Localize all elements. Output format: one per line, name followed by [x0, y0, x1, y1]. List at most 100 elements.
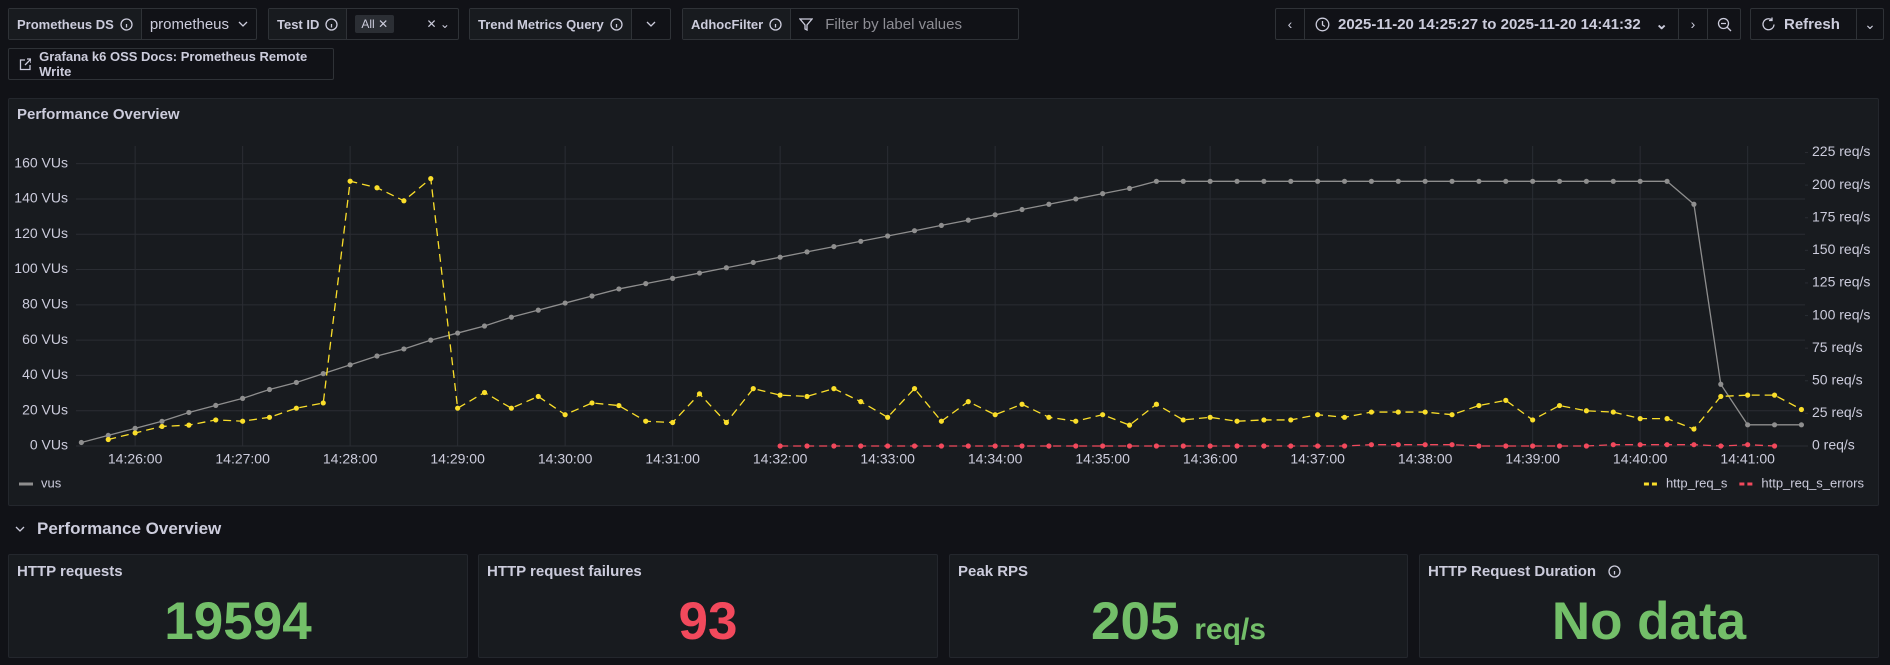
data-point	[1126, 185, 1133, 191]
data-point	[213, 402, 219, 409]
stat-panel: HTTP Request Duration No data	[1419, 554, 1879, 658]
data-point	[1771, 392, 1778, 398]
data-point	[1019, 401, 1025, 407]
zoom-out[interactable]	[1708, 9, 1740, 39]
docs-link[interactable]: Grafana k6 OSS Docs: Prometheus Remote W…	[8, 48, 334, 80]
data-point	[1341, 178, 1348, 184]
variable-label: Prometheus DS	[9, 9, 142, 39]
data-point	[1153, 178, 1160, 184]
data-point	[1341, 443, 1348, 449]
adhoc-filter[interactable]: AdhocFilter Filter by label values	[682, 8, 1019, 40]
data-point	[266, 386, 273, 393]
chip[interactable]: All ✕	[355, 15, 395, 33]
data-point	[1153, 443, 1160, 449]
data-point	[1019, 443, 1025, 449]
time-back[interactable]: ‹	[1276, 9, 1305, 39]
value: prometheus	[149, 15, 230, 33]
data-point	[1261, 443, 1267, 449]
data-point	[1664, 416, 1670, 422]
stat-value-wrap: 205 req/s	[950, 591, 1407, 652]
data-point	[1261, 417, 1267, 423]
filter-input[interactable]: Filter by label values	[791, 9, 1018, 39]
data-point	[831, 386, 837, 392]
x-tick-label: 14:36:00	[1183, 451, 1238, 467]
variable-trend-metrics[interactable]: Trend Metrics Query	[469, 8, 671, 40]
time-range-text: 2025-11-20 14:25:27 to 2025-11-20 14:41:…	[1338, 15, 1641, 33]
data-point	[1395, 442, 1401, 448]
data-point	[1503, 397, 1509, 403]
data-point	[1288, 178, 1294, 184]
data-point	[562, 412, 568, 418]
data-point	[1368, 442, 1375, 448]
data-point	[455, 330, 461, 336]
variable-value: All ✕ ✕ ⌄	[347, 9, 458, 39]
x-tick-label: 14:38:00	[1398, 451, 1453, 467]
data-point	[804, 443, 810, 449]
data-point	[1234, 443, 1240, 449]
data-point	[1395, 178, 1401, 184]
stat-panel: HTTP requests 19594	[8, 554, 468, 658]
time-forward[interactable]: ›	[1679, 9, 1708, 39]
data-point	[938, 222, 944, 229]
data-point	[1341, 414, 1348, 420]
stat-unit: req/s	[1194, 613, 1266, 646]
stat-value: 205	[1091, 592, 1180, 651]
clear-chevron[interactable]: ✕ ⌄	[426, 17, 450, 31]
data-point	[428, 337, 434, 343]
y-tick-label: 140 VUs	[14, 190, 68, 206]
refresh-button[interactable]: Refresh	[1751, 9, 1857, 39]
data-point	[1019, 206, 1025, 213]
data-point	[1073, 418, 1079, 424]
x-tick-label: 14:39:00	[1505, 451, 1560, 467]
data-point	[1691, 442, 1697, 448]
y2-tick-label: 225 req/s	[1812, 143, 1870, 159]
refresh-interval[interactable]: ⌄	[1864, 15, 1876, 32]
y2-tick-label: 75 req/s	[1812, 339, 1863, 355]
data-point	[965, 399, 971, 405]
data-point	[696, 391, 703, 397]
variable-value	[632, 9, 670, 39]
data-point	[1207, 178, 1213, 184]
x-tick-label: 14:28:00	[323, 451, 378, 467]
data-point	[777, 254, 783, 260]
info-icon[interactable]	[1608, 565, 1621, 578]
data-point	[1046, 414, 1052, 420]
data-point	[1583, 178, 1590, 184]
row-chevron[interactable]	[14, 521, 26, 537]
variable-test-id[interactable]: Test ID All ✕ ✕ ⌄	[268, 8, 459, 40]
x-tick-label: 14:41:00	[1720, 451, 1775, 467]
data-point	[320, 371, 326, 377]
data-point	[428, 176, 434, 182]
x-tick-label: 14:27:00	[215, 451, 270, 467]
data-point	[159, 418, 165, 424]
label: Test ID	[277, 16, 320, 32]
refresh-icon	[1762, 17, 1775, 30]
data-point	[750, 386, 756, 392]
y2-tick-label: 150 req/s	[1812, 241, 1870, 257]
time-range[interactable]: 2025-11-20 14:25:27 to 2025-11-20 14:41:…	[1305, 9, 1679, 39]
stat-panel: Peak RPS 205 req/s	[949, 554, 1408, 658]
data-point	[1395, 409, 1401, 415]
data-point	[750, 259, 756, 266]
y2-tick-label: 0 req/s	[1812, 437, 1855, 453]
data-point	[670, 419, 676, 426]
data-point	[1046, 443, 1052, 449]
y-tick-label: 40 VUs	[22, 366, 68, 382]
data-point	[1100, 412, 1106, 418]
data-point	[293, 405, 299, 411]
variable-prometheus-ds[interactable]: Prometheus DS prometheus	[8, 8, 257, 40]
y-tick-label: 20 VUs	[22, 401, 68, 417]
data-point	[535, 393, 541, 400]
x-tick-label: 14:30:00	[538, 451, 593, 467]
data-point	[723, 265, 729, 271]
placeholder: Filter by label values	[825, 15, 962, 33]
row-title[interactable]: Performance Overview	[37, 519, 222, 538]
filter-icon	[799, 18, 814, 31]
data-point	[401, 198, 407, 204]
stat-title: HTTP Request Duration	[1428, 563, 1597, 580]
label: Trend Metrics Query	[478, 16, 604, 32]
data-point	[616, 286, 622, 292]
data-point	[1449, 412, 1455, 418]
data-point	[911, 386, 918, 392]
